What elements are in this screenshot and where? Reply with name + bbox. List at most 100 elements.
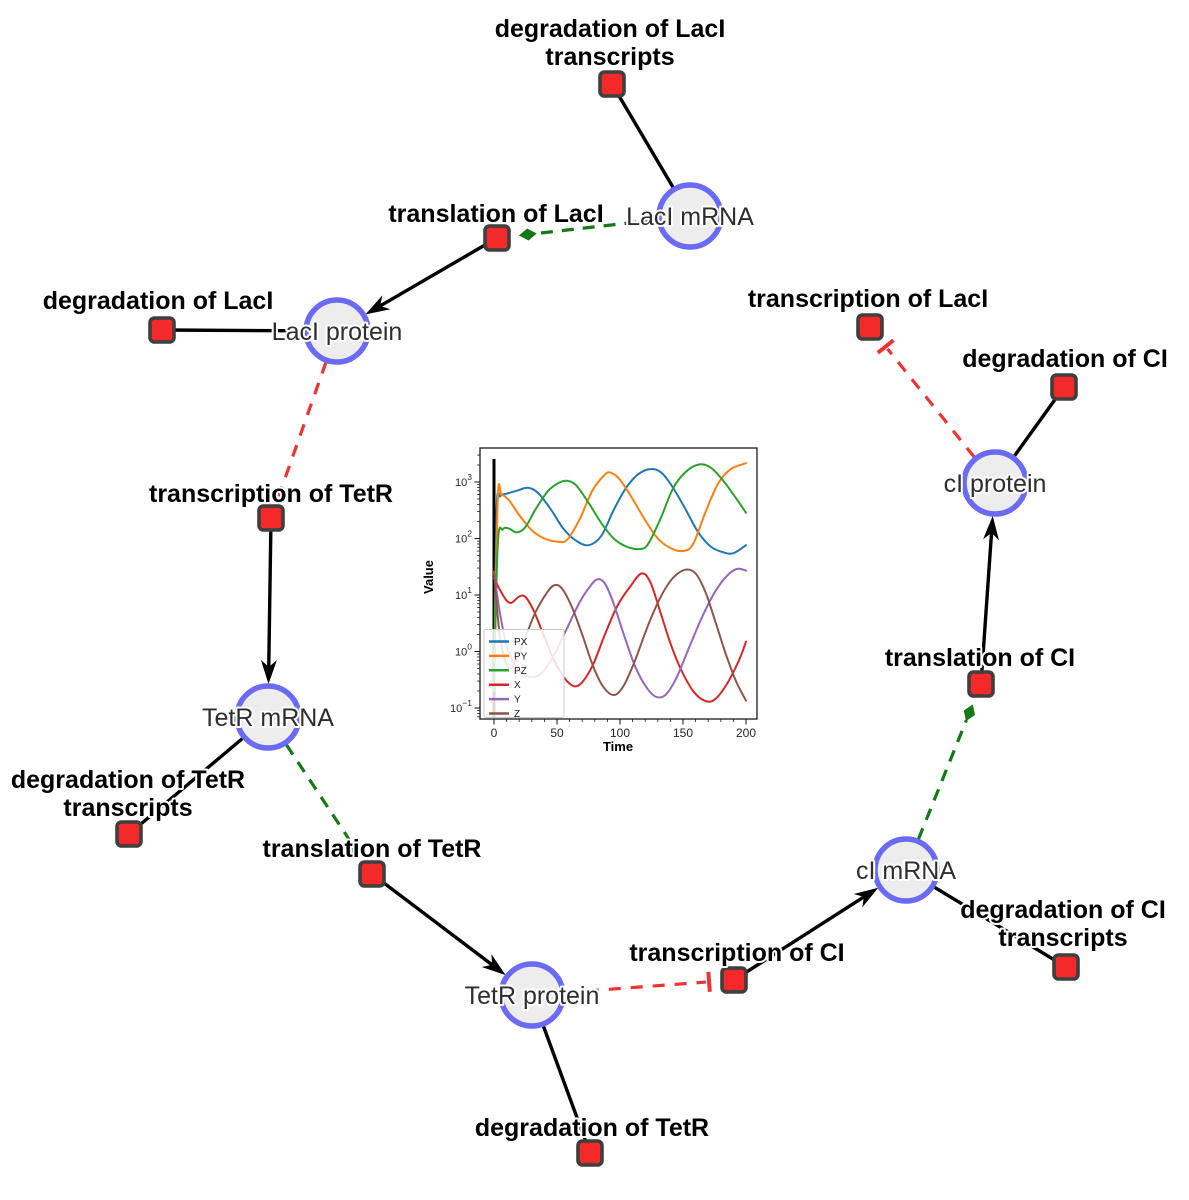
edge-transcription-tetr-tetr-mrna bbox=[267, 517, 273, 671]
y-tick-label: 101 bbox=[455, 585, 472, 602]
x-tick-label: 100 bbox=[610, 726, 630, 740]
reaction-node-translation-ci[interactable] bbox=[967, 670, 995, 698]
legend: PX PY PZ XYZ bbox=[483, 629, 565, 720]
y-axis-label: Value bbox=[421, 560, 436, 594]
y-tick-exponent: −1 bbox=[462, 698, 472, 708]
reaction-node-deg-ci-transcripts[interactable] bbox=[1052, 953, 1080, 981]
reaction-node-deg-tetr[interactable] bbox=[576, 1139, 604, 1167]
reaction-label-deg-ci-transcripts: degradation of CI bbox=[960, 896, 1166, 924]
reaction-label-transcription-tetr: transcription of TetR bbox=[149, 480, 393, 508]
reaction-label-translation-ci: translation of CI bbox=[885, 644, 1075, 672]
arrowhead bbox=[260, 659, 277, 684]
species-node-laci-protein[interactable] bbox=[303, 297, 371, 365]
reaction-node-deg-laci[interactable] bbox=[148, 316, 176, 344]
y-tick-base: 10 bbox=[455, 534, 467, 546]
reaction-node-translation-tetr[interactable] bbox=[358, 860, 386, 888]
edge-laci-mrna-deg-laci-transcripts bbox=[610, 83, 675, 189]
plot-frame bbox=[479, 447, 758, 720]
reaction-node-deg-laci-transcripts[interactable] bbox=[598, 70, 626, 98]
labels-layer: degradation of LacI transcripts translatio… bbox=[9, 13, 1170, 1144]
y-tick-label: 103 bbox=[455, 472, 472, 489]
edge-translation-ci-ci-protein bbox=[979, 529, 994, 685]
reaction-node-transcription-ci[interactable] bbox=[720, 966, 748, 994]
reaction-label-transcription-ci: transcription of CI bbox=[629, 939, 844, 967]
edge-ci-mrna-translation-ci bbox=[916, 719, 968, 840]
species-node-ci-mrna[interactable] bbox=[872, 836, 940, 904]
species-node-ci-protein[interactable] bbox=[961, 449, 1029, 517]
arrowhead bbox=[365, 295, 391, 315]
species-label-ci-protein: cI protein bbox=[944, 470, 1047, 498]
y-tick-label: 100 bbox=[455, 642, 472, 659]
inhibitor-bar bbox=[706, 971, 712, 992]
reaction-label-deg-tetr-transcripts: degradation of TetR bbox=[11, 766, 245, 794]
reaction-label-deg-ci: degradation of CI bbox=[962, 345, 1168, 373]
y-tick-exponent: 2 bbox=[467, 529, 472, 539]
legend-label-X: X bbox=[514, 680, 521, 691]
species-node-laci-mrna[interactable] bbox=[656, 182, 724, 250]
reaction-node-translation-laci[interactable] bbox=[483, 224, 511, 252]
x-tick-label: 50 bbox=[550, 726, 564, 740]
reaction-label-transcription-laci: transcription of LacI bbox=[748, 285, 988, 313]
reaction-node-transcription-tetr[interactable] bbox=[257, 504, 285, 532]
modifier-diamond bbox=[518, 228, 537, 241]
reaction-label-translation-tetr: translation of TetR bbox=[263, 835, 482, 863]
species-node-tetr-mrna[interactable] bbox=[234, 683, 302, 751]
y-tick-label: 102 bbox=[455, 529, 472, 546]
reaction-label-deg-ci-transcripts: transcripts bbox=[998, 924, 1127, 952]
inhibitor-bar bbox=[269, 489, 290, 500]
arrowhead bbox=[481, 954, 506, 976]
reaction-node-deg-tetr-transcripts[interactable] bbox=[115, 820, 143, 848]
x-tick-label: 150 bbox=[673, 726, 693, 740]
legend-label-Z: Z bbox=[514, 709, 520, 720]
edge-translation-tetr-tetr-protein bbox=[370, 872, 496, 969]
reaction-node-deg-ci[interactable] bbox=[1050, 373, 1078, 401]
legend-box bbox=[483, 629, 565, 718]
legend-label-PY: PY bbox=[514, 651, 528, 662]
y-tick-label: 10−1 bbox=[450, 698, 472, 715]
y-tick-base: 10 bbox=[455, 590, 467, 602]
edge-transcription-ci-ci-mrna bbox=[733, 893, 868, 982]
reaction-label-deg-tetr: degradation of TetR bbox=[475, 1114, 709, 1142]
edge-laci-protein-transcription-tetr bbox=[278, 361, 328, 493]
series-line-X bbox=[493, 572, 747, 703]
edge-tetr-mrna-translation-tetr bbox=[284, 743, 352, 843]
edge-translation-laci-laci-protein bbox=[376, 236, 498, 309]
arrowhead bbox=[853, 887, 879, 908]
reaction-label-deg-laci-transcripts: transcripts bbox=[545, 43, 674, 71]
x-axis-label: Time bbox=[603, 739, 633, 754]
edge-ci-protein-transcription-laci bbox=[886, 347, 976, 459]
series-line-PY bbox=[493, 462, 747, 692]
legend-label-PZ: PZ bbox=[514, 666, 527, 677]
species-label-laci-mrna: LacI mRNA bbox=[626, 203, 754, 231]
reaction-label-translation-laci: translation of LacI bbox=[388, 200, 603, 228]
legend-label-PX: PX bbox=[514, 637, 528, 648]
x-tick-label: 0 bbox=[491, 726, 498, 740]
y-tick-base: 10 bbox=[450, 703, 462, 715]
edge-tetr-protein-transcription-ci bbox=[564, 980, 707, 995]
reaction-label-deg-laci: degradation of LacI bbox=[43, 287, 274, 315]
y-tick-exponent: 1 bbox=[467, 585, 472, 595]
nodes-layer bbox=[115, 70, 1080, 1167]
x-tick-label: 200 bbox=[736, 726, 756, 740]
species-label-tetr-protein: TetR protein bbox=[465, 982, 600, 1010]
y-tick-base: 10 bbox=[455, 477, 467, 489]
reaction-node-transcription-laci[interactable] bbox=[856, 313, 884, 341]
y-tick-exponent: 3 bbox=[467, 472, 472, 482]
edge-tetr-mrna-deg-tetr-transcripts bbox=[127, 736, 244, 836]
modifier-diamond bbox=[963, 704, 975, 722]
arrowhead bbox=[983, 515, 999, 541]
species-label-ci-mrna: cI mRNA bbox=[856, 857, 956, 885]
edges-layer bbox=[127, 83, 1067, 1154]
species-label-tetr-mrna: TetR mRNA bbox=[202, 704, 334, 732]
series-line-PZ bbox=[493, 463, 747, 692]
reaction-label-deg-tetr-transcripts: transcripts bbox=[63, 794, 192, 822]
species-label-laci-protein: LacI protein bbox=[272, 318, 403, 346]
modifier-diamond bbox=[349, 840, 360, 856]
edge-laci-protein-deg-laci bbox=[161, 328, 305, 333]
y-tick-exponent: 0 bbox=[467, 642, 472, 652]
species-node-tetr-protein[interactable] bbox=[498, 961, 566, 1029]
y-tick-base: 10 bbox=[455, 647, 467, 659]
